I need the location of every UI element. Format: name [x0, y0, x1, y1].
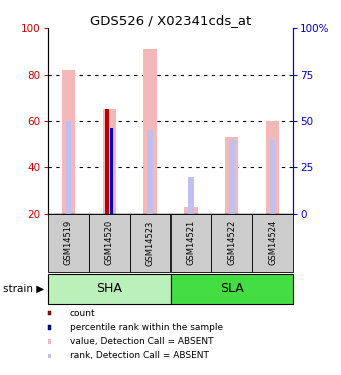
Bar [144, 49, 157, 214]
Bar [211, 214, 252, 272]
Bar [270, 140, 276, 214]
Bar [65, 121, 71, 214]
Text: strain ▶: strain ▶ [3, 284, 45, 294]
Bar [147, 130, 153, 214]
Text: count: count [70, 309, 95, 318]
Bar [225, 137, 238, 214]
Bar [170, 274, 293, 304]
Title: GDS526 / X02341cds_at: GDS526 / X02341cds_at [90, 14, 251, 27]
Text: SHA: SHA [96, 282, 122, 295]
Text: value, Detection Call = ABSENT: value, Detection Call = ABSENT [70, 337, 213, 346]
Text: GSM14522: GSM14522 [227, 220, 236, 266]
Bar [103, 110, 116, 214]
Text: GSM14519: GSM14519 [64, 220, 73, 266]
Text: GSM14523: GSM14523 [146, 220, 154, 266]
Bar [188, 177, 194, 214]
Text: percentile rank within the sample: percentile rank within the sample [70, 323, 223, 332]
Bar [184, 207, 197, 214]
Bar [48, 274, 170, 304]
Bar [62, 70, 75, 214]
Text: GSM14520: GSM14520 [105, 220, 114, 266]
Bar [48, 214, 89, 272]
Bar [266, 121, 279, 214]
Bar [130, 214, 170, 272]
Bar [252, 214, 293, 272]
Text: SLA: SLA [220, 282, 244, 295]
Bar [170, 214, 211, 272]
Text: rank, Detection Call = ABSENT: rank, Detection Call = ABSENT [70, 351, 209, 360]
Bar [106, 128, 112, 214]
Bar [110, 128, 113, 214]
Text: GSM14524: GSM14524 [268, 220, 277, 266]
Text: GSM14521: GSM14521 [187, 220, 195, 266]
Bar [89, 214, 130, 272]
Bar [229, 140, 235, 214]
Bar [105, 110, 109, 214]
